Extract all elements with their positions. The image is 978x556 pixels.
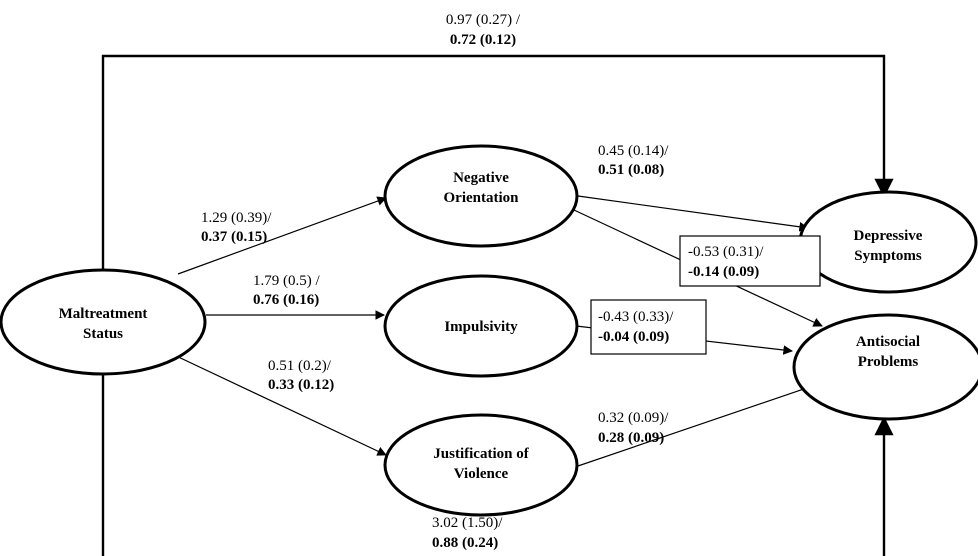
- node-label-negative-1: Negative: [453, 170, 509, 186]
- node-label-antisocial-1: Antisocial: [856, 334, 920, 350]
- coef-malt-dep-unstd: 0.97 (0.27) /: [446, 12, 521, 28]
- coef-malt-jus-std: 0.33 (0.12): [268, 377, 334, 393]
- coef-malt-jus-unstd: 0.51 (0.2)/: [268, 358, 332, 374]
- path-malt-jus: [171, 353, 387, 456]
- coef-malt-imp-unstd: 1.79 (0.5) /: [253, 273, 320, 289]
- node-label-impulsivity: Impulsivity: [444, 319, 518, 335]
- node-maltreatment-status: [0, 268, 207, 376]
- node-label-negative-2: Orientation: [444, 190, 520, 206]
- node-impulsivity: [383, 274, 579, 378]
- node-negative-orientation: [383, 144, 579, 248]
- node-label-maltreatment-1: Maltreatment: [59, 306, 148, 322]
- coef-malt-imp-std: 0.76 (0.16): [253, 292, 319, 308]
- coef-imp-anti-std: -0.04 (0.09): [598, 329, 669, 345]
- path-malt-dep: [101, 54, 894, 278]
- coef-jus-anti-std: 0.28 (0.09): [598, 430, 664, 446]
- path-neg-dep: [577, 195, 809, 232]
- node-label-justification-1: Justification of: [433, 446, 529, 462]
- path-jus-anti: [574, 376, 837, 468]
- coef-box-imp-anti: [590, 299, 707, 355]
- node-label-justification-2: Violence: [454, 466, 509, 482]
- node-label-depressive-2: Symptoms: [854, 248, 922, 264]
- coef-malt-neg-std: 0.37 (0.15): [201, 229, 267, 245]
- node-antisocial-problems: [792, 313, 978, 421]
- coef-neg-dep-std: 0.51 (0.08): [598, 162, 664, 178]
- path-malt-neg: [177, 196, 387, 275]
- coef-malt-neg-unstd: 1.29 (0.39)/: [201, 210, 272, 226]
- coef-neg-anti-std: -0.14 (0.09): [688, 264, 759, 280]
- coef-malt-dep-std: 0.72 (0.12): [450, 32, 516, 48]
- coef-jus-anti-unstd: 0.32 (0.09)/: [598, 410, 669, 426]
- coef-box-neg-anti: [679, 235, 821, 287]
- node-label-maltreatment-2: Status: [83, 326, 123, 342]
- coef-malt-anti-unstd: 3.02 (1.50)/: [432, 515, 503, 531]
- coef-malt-anti-std: 0.88 (0.24): [432, 535, 498, 551]
- coef-imp-anti-unstd: -0.43 (0.33)/: [598, 309, 674, 325]
- coef-neg-anti-unstd: -0.53 (0.31)/: [688, 244, 764, 260]
- node-label-antisocial-2: Problems: [858, 354, 919, 370]
- node-label-depressive-1: Depressive: [854, 228, 923, 244]
- node-justification-of-violence: [383, 413, 579, 517]
- coef-neg-dep-unstd: 0.45 (0.14)/: [598, 143, 669, 159]
